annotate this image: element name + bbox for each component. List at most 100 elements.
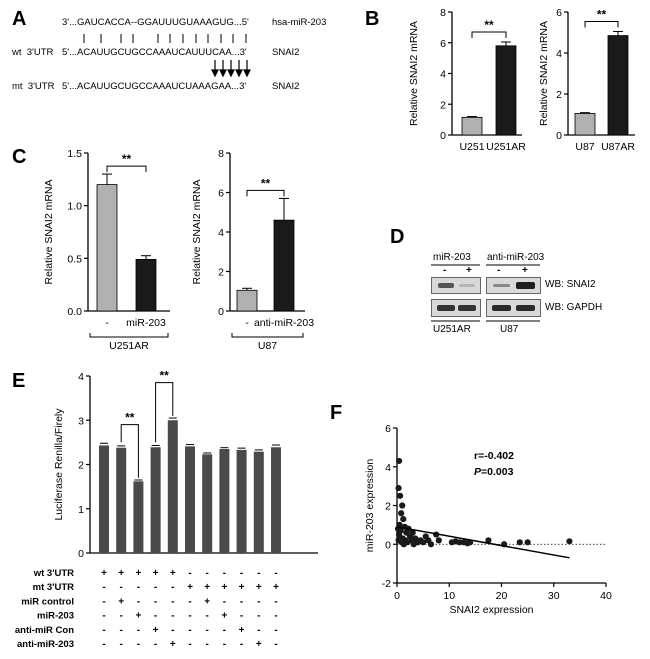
E-condition-label-3: miR-203 <box>37 611 74 622</box>
C2-ytick-label-0: 0 <box>218 306 224 318</box>
F-xtick-label-1: 10 <box>443 590 455 602</box>
C1-xtick-label-1: miR-203 <box>126 317 166 329</box>
C1-ylabel: Relative SNAI2 mRNA <box>43 179 55 284</box>
E-bar-4 <box>167 420 178 553</box>
F-annotation-r: r=-0.402 <box>474 450 514 462</box>
mirna-name: hsa-miR-203 <box>272 17 327 28</box>
B2-bar-0 <box>574 113 596 136</box>
E-condition-sign-5-6: - <box>206 639 209 650</box>
F-ytick-label-4: 6 <box>385 423 391 435</box>
E-bar-3 <box>150 447 161 553</box>
mt-utr-gene: SNAI2 <box>272 81 300 92</box>
C1-ytick-label-0: 0.0 <box>67 306 82 318</box>
C2-sig-label: ** <box>261 176 271 190</box>
wb-gapdh-blot-right <box>486 299 541 317</box>
E-condition-sign-5-5: - <box>188 639 191 650</box>
E-condition-sign-5-8: - <box>240 639 243 650</box>
F-point-42 <box>566 538 573 545</box>
E-bar-7 <box>219 449 230 553</box>
mutation-arrows <box>211 60 251 78</box>
B1-sig-label: ** <box>484 18 494 32</box>
E-condition-sign-4-10: - <box>274 625 277 636</box>
E-bar-1 <box>116 447 127 553</box>
C2-group-bracket <box>231 333 304 338</box>
F-ytick-label-2: 2 <box>385 501 391 513</box>
E-condition-sign-4-6: - <box>206 625 209 636</box>
F-point-31 <box>435 537 442 544</box>
E-ytick-label-4: 4 <box>78 371 84 383</box>
B2-ytick-label-0: 0 <box>556 130 562 142</box>
E-condition-sign-5-10: - <box>274 639 277 650</box>
C2-group-label: U87 <box>258 340 277 352</box>
wb-lane-sign-1: - <box>443 265 447 276</box>
C1-xtick-label-0: - <box>105 317 109 329</box>
F-point-2 <box>397 492 404 499</box>
E-condition-sign-1-1: - <box>120 582 123 593</box>
E-condition-sign-5-0: - <box>102 639 105 650</box>
E-condition-sign-0-2: + <box>135 568 141 579</box>
wb-lane-sign-4: + <box>522 265 528 276</box>
E-condition-sign-4-0: - <box>102 625 105 636</box>
E-condition-sign-5-2: - <box>137 639 140 650</box>
panel-letter-d: D <box>390 226 405 248</box>
E-condition-sign-4-5: - <box>188 625 191 636</box>
C2-xtick-label-0: - <box>245 317 249 329</box>
F-point-21 <box>395 537 402 544</box>
E-condition-sign-1-8: + <box>239 582 245 593</box>
F-point-4 <box>398 510 405 517</box>
E-a-sig-bracket <box>120 424 139 478</box>
wb-label-gapdh: WB: GAPDH <box>545 302 603 313</box>
B1-ytick-label-4: 8 <box>440 7 446 19</box>
F-point-41 <box>524 539 531 546</box>
E-condition-sign-2-4: - <box>171 596 174 607</box>
B1-ytick-label-1: 2 <box>440 99 446 111</box>
C2-xtick-label-1: anti-miR-203 <box>254 317 314 329</box>
E-condition-sign-4-8: + <box>239 625 245 636</box>
E-condition-sign-4-2: - <box>137 625 140 636</box>
wb-snai2-blot-right <box>486 277 541 294</box>
E-condition-sign-5-7: - <box>223 639 226 650</box>
E-condition-sign-3-5: - <box>188 611 191 622</box>
E-condition-sign-3-10: - <box>274 611 277 622</box>
mirna-sequence: 3'...GAUCACCA--GGAUUUGUAAAGUG...5' <box>62 17 249 28</box>
F-annotation-p: P=0.003 <box>474 466 514 478</box>
F-xlabel: SNAI2 expression <box>449 604 533 616</box>
E-b-sig-bracket <box>155 382 174 443</box>
E-condition-sign-0-0: + <box>101 568 107 579</box>
E-condition-sign-0-5: - <box>188 568 191 579</box>
F-xtick-label-0: 0 <box>394 590 400 602</box>
F-point-5 <box>400 515 407 523</box>
E-condition-sign-3-3: - <box>154 611 157 622</box>
E-bar-10 <box>271 447 281 553</box>
F-xtick-label-2: 20 <box>496 590 508 602</box>
C2-ytick-label-4: 8 <box>218 148 224 160</box>
B2-ytick-label-1: 2 <box>556 89 562 101</box>
C1-ytick-label-3: 1.5 <box>67 148 82 160</box>
C1-bar-0 <box>96 184 118 312</box>
E-bar-0 <box>99 445 109 553</box>
E-condition-sign-2-2: - <box>137 596 140 607</box>
E-ytick-label-1: 1 <box>78 504 84 516</box>
wt-utr-sequence: 5'...ACAUUGCUGCCAAAUCAUUUCAA...3' <box>62 47 247 58</box>
B2-ytick-label-2: 4 <box>556 48 562 60</box>
E-condition-label-2: miR control <box>21 596 74 607</box>
E-condition-sign-4-9: - <box>257 625 260 636</box>
E-ytick-label-2: 2 <box>78 460 84 472</box>
E-condition-sign-2-3: - <box>154 596 157 607</box>
B2-xtick-label-0: U87 <box>575 141 594 153</box>
E-condition-sign-1-10: + <box>273 582 279 593</box>
E-condition-sign-0-4: + <box>170 568 176 579</box>
F-point-3 <box>399 502 406 509</box>
mt-utr-label: mt 3'UTR <box>12 81 55 92</box>
E-condition-sign-3-2: + <box>135 611 141 622</box>
E-condition-sign-5-4: + <box>170 639 176 650</box>
F-point-23 <box>404 539 411 546</box>
E-condition-sign-4-7: - <box>223 625 226 636</box>
mt-utr-sequence: 5'...ACAUUGCUGCCAAAUCUAAAGAA...3' <box>62 81 247 92</box>
wb-gapdh-blot-left <box>431 299 481 317</box>
F-point-40 <box>516 539 523 546</box>
E-condition-sign-1-3: - <box>154 582 157 593</box>
E-condition-sign-3-4: - <box>171 611 174 622</box>
